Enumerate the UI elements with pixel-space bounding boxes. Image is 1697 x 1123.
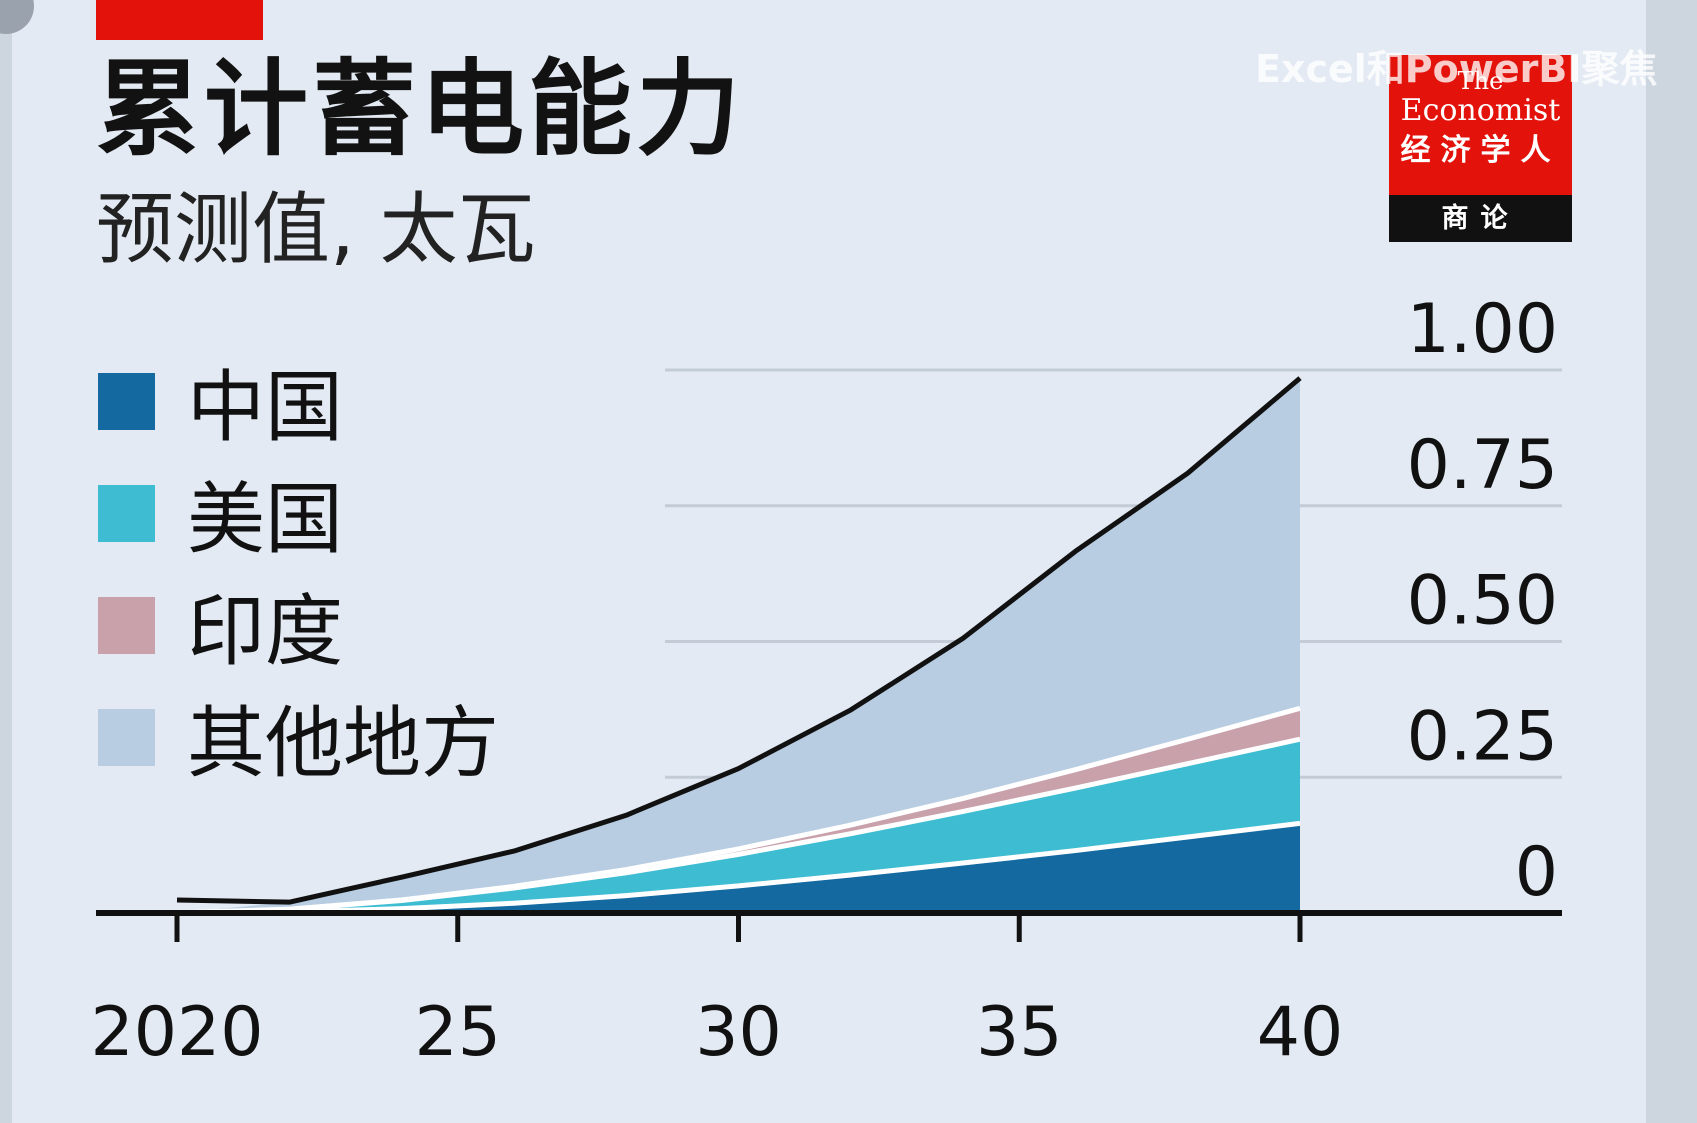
logo-name-text: Economist bbox=[1400, 93, 1561, 128]
economist-logo: The Economist 经济学人 商论 bbox=[1389, 55, 1572, 242]
y-tick-label: 0.50 bbox=[1407, 562, 1558, 641]
x-tick-label: 2020 bbox=[90, 993, 263, 1072]
chart-panel bbox=[12, 0, 1646, 1123]
y-tick-label: 0.25 bbox=[1407, 697, 1558, 776]
area-other bbox=[177, 378, 1300, 913]
legend-label: 美国 bbox=[187, 475, 344, 565]
legend-item: 美国 bbox=[98, 457, 499, 569]
total-line bbox=[176, 376, 1302, 905]
area-us bbox=[177, 739, 1300, 913]
legend-swatch bbox=[98, 708, 155, 766]
legend: 中国美国印度其他地方 bbox=[98, 345, 499, 793]
x-tick-label: 35 bbox=[976, 993, 1063, 1072]
legend-item: 中国 bbox=[98, 345, 499, 457]
watermark-text: Excel和PowerBI聚焦 bbox=[1255, 47, 1658, 91]
y-tick-label: 1.00 bbox=[1407, 290, 1558, 369]
x-tick-label: 25 bbox=[414, 993, 501, 1072]
logo-subtitle-text: 商论 bbox=[1389, 195, 1572, 242]
legend-label: 印度 bbox=[187, 587, 344, 677]
chart-title: 累计蓄电能力 bbox=[96, 48, 745, 170]
x-tick-label: 30 bbox=[695, 993, 782, 1072]
legend-swatch bbox=[98, 372, 155, 430]
series-separator-line bbox=[176, 820, 1301, 916]
y-tick-label: 0 bbox=[1515, 833, 1558, 912]
x-tick-label: 40 bbox=[1257, 993, 1344, 1072]
legend-item: 印度 bbox=[98, 569, 499, 681]
series-separator-line bbox=[176, 705, 1301, 916]
legend-swatch bbox=[98, 484, 155, 542]
logo-the-text: The bbox=[1457, 67, 1504, 95]
brand-accent-bar bbox=[96, 0, 263, 40]
area-china bbox=[177, 823, 1300, 913]
legend-label: 其他地方 bbox=[187, 699, 500, 789]
legend-item: 其他地方 bbox=[98, 681, 499, 793]
legend-swatch bbox=[98, 596, 155, 654]
chart-subtitle: 预测值, 太瓦 bbox=[96, 185, 536, 275]
y-tick-label: 0.75 bbox=[1407, 426, 1558, 505]
logo-cn-text: 经济学人 bbox=[1400, 133, 1561, 168]
legend-label: 中国 bbox=[187, 363, 344, 453]
logo-red-block: The Economist 经济学人 bbox=[1389, 55, 1572, 195]
